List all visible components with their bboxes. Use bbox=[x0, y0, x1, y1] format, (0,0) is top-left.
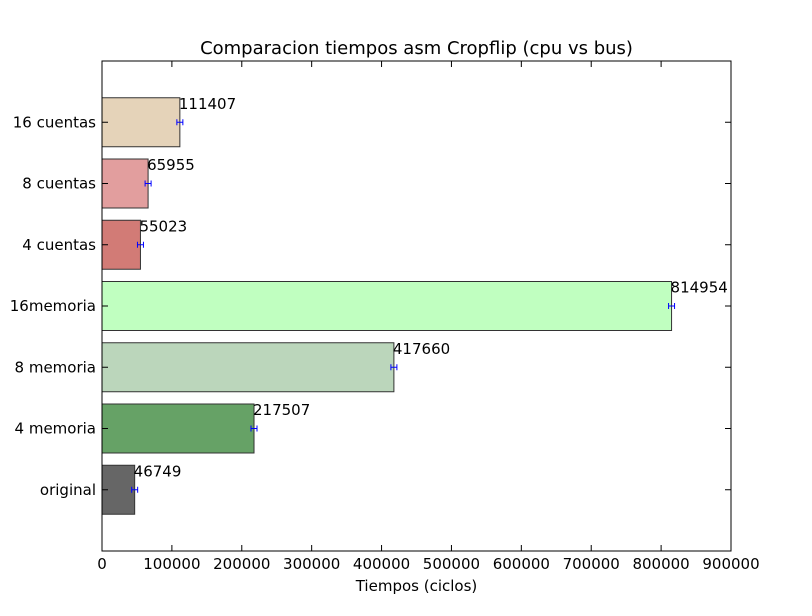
x-tick-label-0: 0 bbox=[97, 555, 107, 573]
x-tick-label-900000: 900000 bbox=[702, 555, 759, 573]
x-tick-label-600000: 600000 bbox=[493, 555, 550, 573]
y-tick-label-8-memoria: 8 memoria bbox=[15, 358, 96, 376]
chart-title: Comparacion tiempos asm Cropflip (cpu vs… bbox=[200, 38, 633, 59]
x-tick-label-400000: 400000 bbox=[353, 555, 410, 573]
data-label-4-cuentas: 55023 bbox=[139, 217, 187, 235]
data-label-8-cuentas: 65955 bbox=[147, 156, 195, 174]
data-label-16-cuentas: 111407 bbox=[179, 95, 236, 113]
data-label-original: 46749 bbox=[134, 462, 182, 480]
y-axis-ticks: original 4 memoria 8 memoria 16memoria 4 cue… bbox=[10, 113, 731, 499]
plot-area-frame bbox=[101, 60, 732, 552]
y-tick-label-4-cuentas: 4 cuentas bbox=[22, 236, 96, 254]
bar-8-cuentas bbox=[101, 158, 149, 209]
x-tick-label-300000: 300000 bbox=[283, 555, 340, 573]
y-tick-label-16memoria: 16memoria bbox=[10, 297, 96, 315]
bar-4-memoria bbox=[101, 403, 255, 454]
x-tick-label-200000: 200000 bbox=[213, 555, 270, 573]
data-labels-layer: 46749 217507 417660 814954 55023 65955 111407 bbox=[134, 95, 728, 481]
x-tick-label-800000: 800000 bbox=[632, 555, 689, 573]
error-bars-layer bbox=[131, 119, 676, 493]
y-tick-label-8-cuentas: 8 cuentas bbox=[22, 175, 96, 193]
bar-16memoria bbox=[101, 281, 673, 331]
x-axis-ticks: 0 100000 200000 300000 400000 500000 600000 700… bbox=[97, 61, 760, 573]
bar-8-memoria bbox=[101, 342, 395, 393]
bar-16-cuentas bbox=[101, 97, 181, 148]
data-label-8-memoria: 417660 bbox=[393, 340, 450, 358]
y-tick-label-16-cuentas: 16 cuentas bbox=[13, 113, 96, 131]
bars-layer bbox=[101, 97, 673, 515]
x-tick-label-100000: 100000 bbox=[143, 555, 200, 573]
x-tick-label-500000: 500000 bbox=[423, 555, 480, 573]
data-label-16memoria: 814954 bbox=[671, 279, 728, 297]
y-tick-label-4-memoria: 4 memoria bbox=[15, 420, 96, 438]
y-tick-label-original: original bbox=[40, 481, 96, 499]
x-axis-label: Tiempos (ciclos) bbox=[355, 577, 478, 595]
x-tick-label-700000: 700000 bbox=[563, 555, 620, 573]
bar-4-cuentas bbox=[101, 219, 141, 270]
data-label-4-memoria: 217507 bbox=[253, 401, 310, 419]
